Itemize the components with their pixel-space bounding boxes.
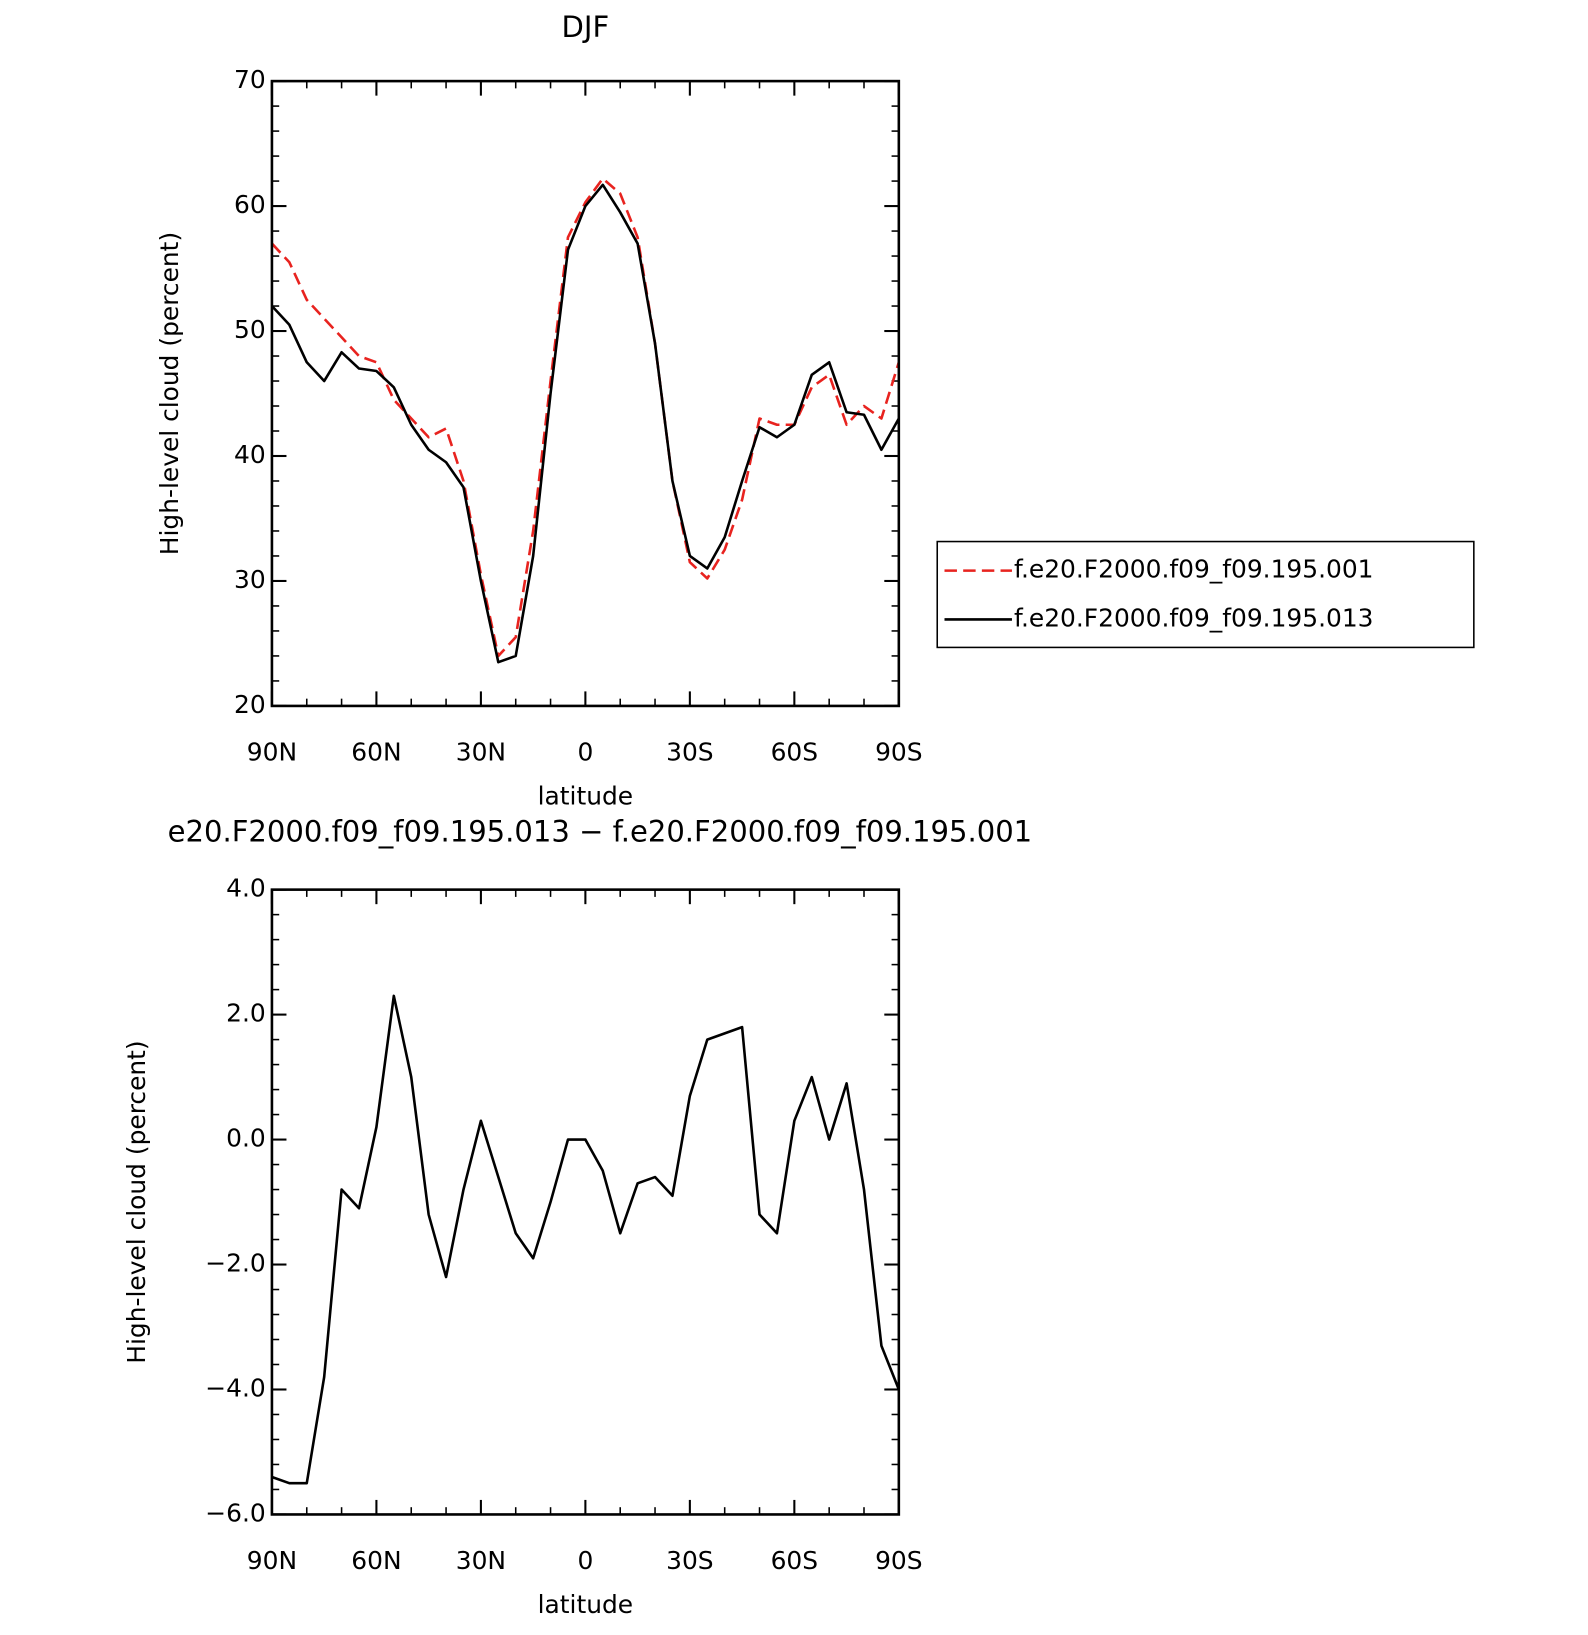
legend-label: f.e20.F2000.f09_f09.195.001 bbox=[1014, 555, 1374, 584]
plot-frame bbox=[270, 888, 901, 1516]
x-tick-label: 30N bbox=[456, 1546, 506, 1575]
y-tick-label: 4.0 bbox=[226, 874, 266, 903]
x-axis-label: latitude bbox=[538, 1590, 634, 1619]
y-tick-label: 50 bbox=[234, 315, 266, 344]
x-tick-label: 90N bbox=[247, 1546, 297, 1575]
y-tick-label: 70 bbox=[234, 65, 266, 94]
y-axis-label: High-level cloud (percent) bbox=[155, 232, 184, 555]
y-tick-label: 2.0 bbox=[226, 999, 266, 1028]
legend-box bbox=[936, 540, 1475, 649]
x-tick-label: 90S bbox=[875, 1546, 922, 1575]
x-tick-label: 30S bbox=[666, 1546, 713, 1575]
y-axis-label: High-level cloud (percent) bbox=[122, 1040, 151, 1363]
x-tick-label: 90S bbox=[875, 738, 922, 767]
y-tick-label: 20 bbox=[234, 690, 266, 719]
data-line bbox=[271, 994, 901, 1485]
chart-title: e20.F2000.f09_f09.195.013 − f.e20.F2000.… bbox=[168, 815, 1032, 849]
data-line bbox=[270, 183, 900, 664]
x-tick-label: 30N bbox=[456, 738, 506, 767]
y-tick-label: 0.0 bbox=[226, 1124, 266, 1153]
x-tick-label: 60N bbox=[351, 1546, 401, 1575]
chart-title: DJF bbox=[562, 10, 610, 44]
panel: DJF latitude High-level cloud (percent) 20 3… bbox=[155, 10, 1475, 810]
x-axis-label: latitude bbox=[538, 781, 634, 810]
y-tick-label: 40 bbox=[234, 440, 266, 469]
x-tick-label: 90N bbox=[247, 738, 297, 767]
y-tick-label: 30 bbox=[234, 565, 266, 594]
panel: e20.F2000.f09_f09.195.013 − f.e20.F2000.… bbox=[122, 815, 1032, 1619]
y-tick-label: 60 bbox=[234, 190, 266, 219]
x-tick-label: 60N bbox=[351, 738, 401, 767]
legend-label: f.e20.F2000.f09_f09.195.013 bbox=[1014, 603, 1374, 632]
x-tick-label: 60S bbox=[771, 738, 818, 767]
x-tick-label: 0 bbox=[577, 1546, 593, 1575]
data-line bbox=[270, 177, 901, 658]
y-tick-label: −4.0 bbox=[205, 1373, 265, 1402]
y-tick-label: −2.0 bbox=[205, 1249, 265, 1278]
plot-frame bbox=[270, 79, 901, 708]
x-tick-label: 60S bbox=[771, 1546, 818, 1575]
x-tick-label: 30S bbox=[666, 738, 713, 767]
x-tick-label: 0 bbox=[577, 738, 593, 767]
y-tick-label: −6.0 bbox=[205, 1498, 265, 1527]
